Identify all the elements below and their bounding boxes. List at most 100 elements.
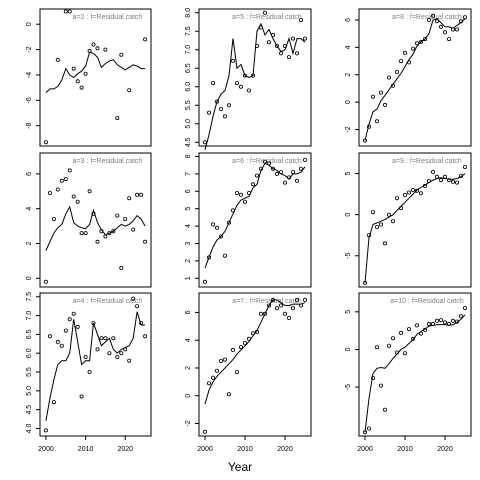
data-point bbox=[418, 191, 423, 196]
data-point bbox=[414, 41, 419, 46]
data-point bbox=[458, 19, 463, 24]
data-point bbox=[454, 180, 459, 185]
data-point bbox=[218, 234, 223, 239]
data-point bbox=[131, 227, 136, 232]
y-tick-label: -2 bbox=[345, 126, 352, 132]
data-point bbox=[51, 400, 56, 405]
panel-6: -5 0 5 a=9 : f=Residual catch bbox=[345, 152, 472, 288]
data-point bbox=[442, 320, 447, 325]
data-point bbox=[406, 327, 411, 332]
y-tick-label: 4.0 bbox=[26, 424, 33, 434]
x-tick-label: 2000 bbox=[357, 446, 373, 453]
y-tick-label: 5.5 bbox=[185, 100, 192, 110]
data-point bbox=[442, 30, 447, 35]
data-point bbox=[290, 36, 295, 41]
y-tick-label: 4 bbox=[345, 45, 352, 49]
y-tick-label: 5 bbox=[345, 310, 352, 314]
y-tick-label: 0 bbox=[26, 22, 33, 26]
series-line bbox=[45, 51, 146, 94]
data-point bbox=[410, 46, 415, 51]
data-point bbox=[266, 161, 271, 166]
data-point bbox=[366, 233, 371, 238]
data-point bbox=[43, 279, 48, 284]
y-tick-label: 8.0 bbox=[185, 8, 192, 18]
data-point bbox=[222, 253, 227, 258]
data-point bbox=[143, 239, 148, 244]
y-tick-label: 6.0 bbox=[185, 82, 192, 92]
y-tick-label: 4 bbox=[185, 338, 192, 342]
x-tick-label: 2010 bbox=[237, 446, 253, 453]
data-point bbox=[286, 55, 291, 60]
y-tick-label: 2 bbox=[185, 259, 192, 263]
data-point bbox=[135, 192, 140, 197]
data-point bbox=[123, 217, 128, 222]
data-point bbox=[67, 168, 72, 173]
series-line bbox=[204, 299, 306, 405]
data-point bbox=[426, 178, 431, 183]
data-point bbox=[386, 212, 391, 217]
data-point bbox=[115, 116, 120, 121]
data-point bbox=[370, 94, 375, 99]
data-point bbox=[119, 52, 124, 57]
x-tick-label: 2010 bbox=[78, 446, 94, 453]
series-line bbox=[45, 205, 146, 251]
y-tick-label: 6 bbox=[185, 310, 192, 314]
y-tick-label: 5.5 bbox=[26, 367, 33, 377]
x-tick-label: 2010 bbox=[397, 446, 413, 453]
data-point bbox=[206, 381, 211, 386]
data-point bbox=[258, 25, 263, 30]
x-tick-label: 2020 bbox=[277, 446, 293, 453]
data-point bbox=[446, 178, 451, 183]
data-point bbox=[402, 351, 407, 356]
y-tick-label: 0 bbox=[345, 213, 352, 217]
series-line bbox=[364, 173, 466, 283]
data-point bbox=[302, 36, 307, 41]
data-point bbox=[394, 196, 399, 201]
data-point bbox=[222, 357, 227, 362]
data-point bbox=[258, 166, 263, 171]
data-point bbox=[214, 225, 219, 230]
y-tick-label: 1 bbox=[185, 276, 192, 280]
data-point bbox=[127, 196, 132, 201]
y-tick-label: 6 bbox=[185, 189, 192, 193]
data-point bbox=[75, 199, 80, 204]
data-point bbox=[298, 166, 303, 171]
data-point bbox=[290, 306, 295, 311]
data-point bbox=[250, 331, 255, 336]
data-point bbox=[266, 40, 271, 45]
data-point bbox=[210, 81, 215, 86]
data-point bbox=[386, 343, 391, 348]
data-point bbox=[374, 119, 379, 124]
panel-title: a=6 : f=Residual catch bbox=[232, 158, 302, 165]
data-point bbox=[67, 9, 72, 14]
y-tick-label: 7.0 bbox=[185, 45, 192, 55]
y-tick-label: 0 bbox=[185, 394, 192, 398]
data-point bbox=[111, 336, 116, 341]
data-point bbox=[302, 297, 307, 302]
data-point bbox=[139, 321, 144, 326]
data-point bbox=[131, 296, 136, 301]
data-point bbox=[119, 265, 124, 270]
data-point bbox=[426, 17, 431, 22]
data-point bbox=[83, 354, 88, 359]
data-point bbox=[378, 222, 383, 227]
data-point bbox=[294, 178, 299, 183]
data-point bbox=[438, 318, 443, 323]
data-point bbox=[75, 79, 80, 84]
series-line bbox=[45, 311, 146, 421]
y-tick-label: -5 bbox=[345, 384, 352, 390]
data-point bbox=[386, 75, 391, 80]
data-point bbox=[270, 166, 275, 171]
data-point bbox=[242, 199, 247, 204]
y-tick-label: 5.0 bbox=[185, 119, 192, 129]
x-tick-label: 2000 bbox=[38, 446, 54, 453]
data-point bbox=[446, 37, 451, 42]
data-point bbox=[127, 358, 132, 363]
y-tick-label: -4 bbox=[26, 72, 33, 78]
data-point bbox=[430, 321, 435, 326]
data-point bbox=[238, 192, 243, 197]
data-point bbox=[278, 51, 283, 56]
data-point bbox=[430, 13, 435, 18]
data-point bbox=[410, 187, 415, 192]
